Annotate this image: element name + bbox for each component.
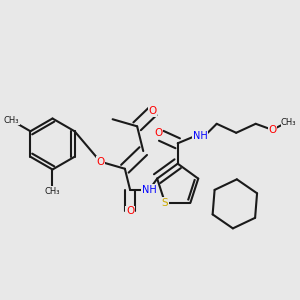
Text: O: O: [154, 128, 162, 138]
Text: O: O: [148, 106, 157, 116]
Text: CH₃: CH₃: [45, 187, 60, 196]
Text: CH₃: CH₃: [4, 116, 20, 125]
Text: O: O: [126, 206, 134, 217]
Text: NH: NH: [193, 131, 208, 141]
Text: CH₃: CH₃: [281, 118, 296, 127]
Text: NH: NH: [142, 185, 157, 195]
Text: O: O: [96, 157, 104, 167]
Text: O: O: [268, 125, 276, 135]
Text: S: S: [162, 198, 168, 208]
